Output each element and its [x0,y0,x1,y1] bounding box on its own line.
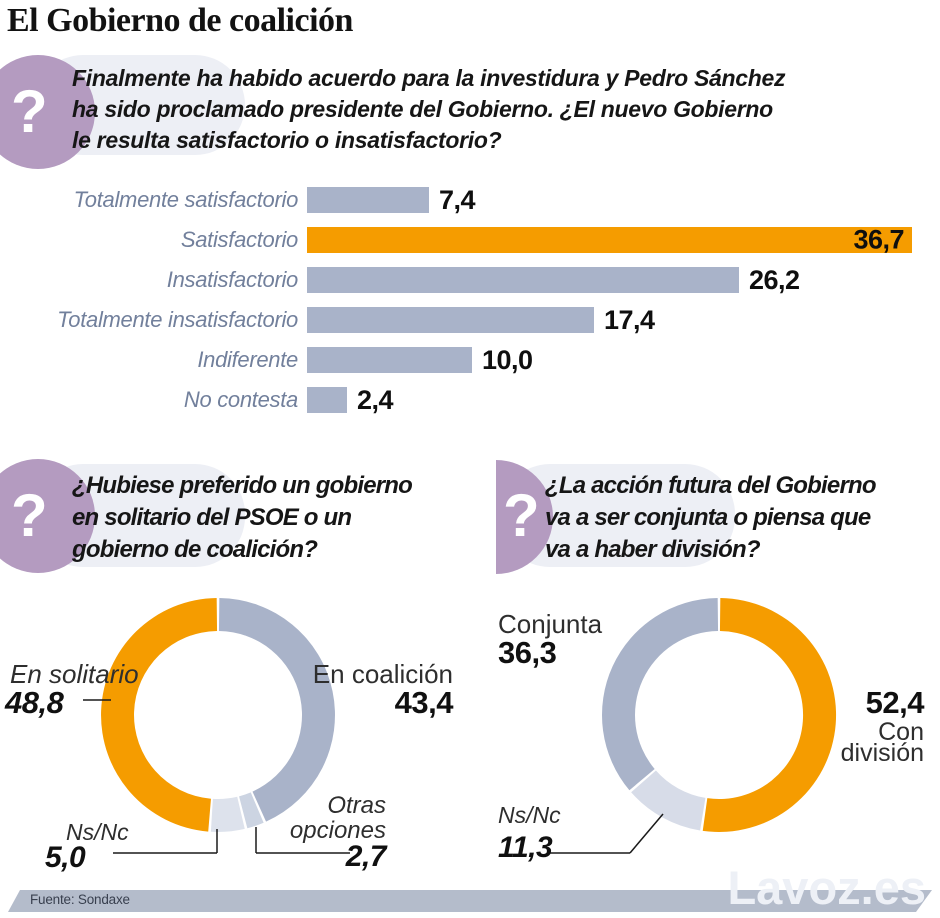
value-nsnc: 5,0 [45,841,86,874]
label-en-solitario: En solitario [10,659,139,689]
bar [307,267,739,293]
bar-label: Satisfactorio [180,227,298,252]
donut-slice-conjunta [602,598,719,791]
donut-chart-solitario-coalicion: En solitario 48,8 En coalición 43,4 Ns/N… [0,585,470,890]
bar [307,387,347,413]
label-en-coalicion: En coalición [312,659,453,689]
bar-value: 7,4 [439,184,476,215]
bar [307,307,594,333]
value-con-division: 52,4 [865,685,925,720]
value-nsnc: 11,3 [498,831,553,864]
question-mark-icon: ? [11,482,48,549]
bar: 36,7 [307,224,912,255]
bar-value: 2,4 [357,384,394,415]
donut-svg [547,598,837,854]
bar-value: 26,2 [749,264,800,295]
bar-label: Totalmente insatisfactorio [57,307,298,332]
value-en-coalicion: 43,4 [394,685,454,720]
bar [307,347,472,373]
donut-slice-con-divisi-n [702,598,837,833]
bar-row: Totalmente insatisfactorio 17,4 [0,304,940,335]
question-text-2: ¿Hubiese preferido un gobierno en solita… [72,472,413,563]
bar-row: Insatisfactorio 26,2 [0,264,940,295]
bar-row: Indiferente 10,0 [0,344,940,375]
question-badge [0,55,95,169]
value-otras-opciones: 2,7 [345,840,387,873]
donut-slice-en-coalici-n [218,598,335,822]
leader-line [629,813,664,854]
label-nsnc: Ns/Nc [66,819,129,845]
value-conjunta: 36,3 [498,635,557,670]
page-title: El Gobierno de coalición [7,2,353,39]
bar-label: Insatisfactorio [166,267,299,292]
question-text-1: Finalmente ha habido acuerdo para la inv… [72,65,786,153]
bar-row: Totalmente satisfactorio 7,4 [0,184,940,215]
bar-label: Totalmente satisfactorio [73,187,299,212]
bar-row: No contesta 2,4 [0,384,940,415]
value-en-solitario: 48,8 [5,685,64,720]
label-otras-opciones: Otras opciones [289,792,386,844]
label-conjunta: Conjunta [498,609,603,639]
bar-value: 17,4 [604,304,655,335]
donut-slice-otras-opciones [239,792,264,829]
question-mark-icon: ? [11,78,48,145]
source-text: Fuente: Sondaxe [30,892,130,907]
bar-value: 10,0 [482,344,533,375]
donut-chart-conjunta-division: Conjunta 36,3 52,4 Con división Ns/Nc 11… [470,585,940,890]
bar-label: Indiferente [197,347,298,372]
bar-label: No contesta [183,387,298,412]
satisfaction-bar-chart: Totalmente satisfactorio 7,4 Satisfactorio… [0,184,940,427]
label-con-division: Con división [840,718,924,767]
donut-slice-ns-nc [631,770,706,831]
question-badge [0,459,95,573]
footer-bar [8,890,932,912]
donut-slice-ns-nc [210,796,245,832]
bar-row: Satisfactorio 36,7 [0,224,940,255]
question-text-3: ¿La acción futura del Gobierno va a ser … [545,472,877,563]
bar [307,187,429,213]
donut-svg [83,598,350,854]
question-badge [496,458,592,576]
question-mark-icon: ? [503,482,540,549]
label-nsnc: Ns/Nc [498,802,561,828]
bar-value: 36,7 [853,224,904,255]
watermark-logo: Lavoz.es [727,861,926,914]
donut-slice-en-solitario [101,598,218,832]
